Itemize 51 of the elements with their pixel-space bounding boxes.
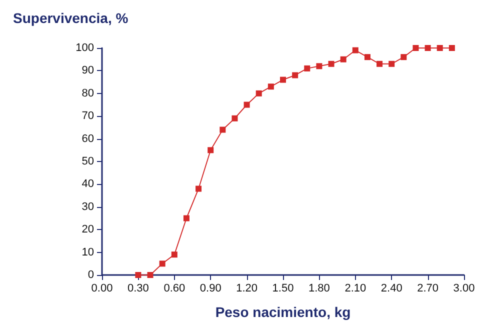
point (220, 126, 226, 133)
point (388, 60, 395, 67)
x-tick-label: 0.00 (91, 282, 113, 294)
point (292, 72, 298, 78)
y-axis-title: Supervivencia, % (13, 10, 129, 26)
y-tick-label: 30 (82, 200, 94, 213)
x-axis-title: Peso nacimiento, kg (215, 304, 351, 320)
y-tick-label: 10 (82, 246, 94, 258)
y-tick-label: 70 (82, 110, 94, 122)
y-tick-label: 0 (88, 269, 94, 281)
point (256, 90, 262, 96)
point (328, 60, 334, 67)
x-tick-label: 0.60 (164, 282, 186, 294)
point (364, 54, 370, 60)
point (196, 186, 202, 192)
point (171, 252, 178, 258)
point (280, 76, 286, 83)
y-tick-label: 80 (82, 87, 94, 100)
point (352, 47, 358, 54)
x-tick-label: 1.50 (272, 282, 294, 294)
x-tick-label: 2.70 (417, 282, 439, 294)
point (340, 56, 346, 62)
point (424, 45, 431, 51)
y-tick-label: 40 (82, 178, 94, 190)
x-tick-label: 0.30 (127, 282, 149, 294)
x-tick-label: 2.10 (344, 282, 366, 294)
x-tick-label: 3.00 (453, 282, 475, 294)
point (147, 272, 154, 278)
y-tick-label: 20 (82, 224, 94, 236)
point (412, 45, 419, 51)
point (268, 84, 274, 90)
x-tick-label: 2.40 (380, 282, 402, 294)
point (376, 60, 383, 67)
point (232, 115, 238, 122)
y-tick-label: 90 (82, 64, 94, 77)
point (316, 63, 322, 70)
point (159, 260, 166, 267)
point (304, 65, 310, 72)
x-tick-label: 0.90 (200, 282, 222, 294)
point (448, 45, 455, 51)
x-tick-label: 1.20 (236, 282, 258, 294)
y-tick-label: 100 (76, 42, 94, 54)
x-tick-label: 1.80 (308, 282, 330, 294)
point (135, 272, 142, 278)
point (436, 45, 443, 51)
point (208, 147, 214, 154)
point (400, 54, 407, 60)
y-tick-label: 50 (82, 156, 94, 168)
point (244, 102, 250, 108)
point (183, 215, 190, 222)
y-tick-label: 60 (82, 132, 94, 145)
